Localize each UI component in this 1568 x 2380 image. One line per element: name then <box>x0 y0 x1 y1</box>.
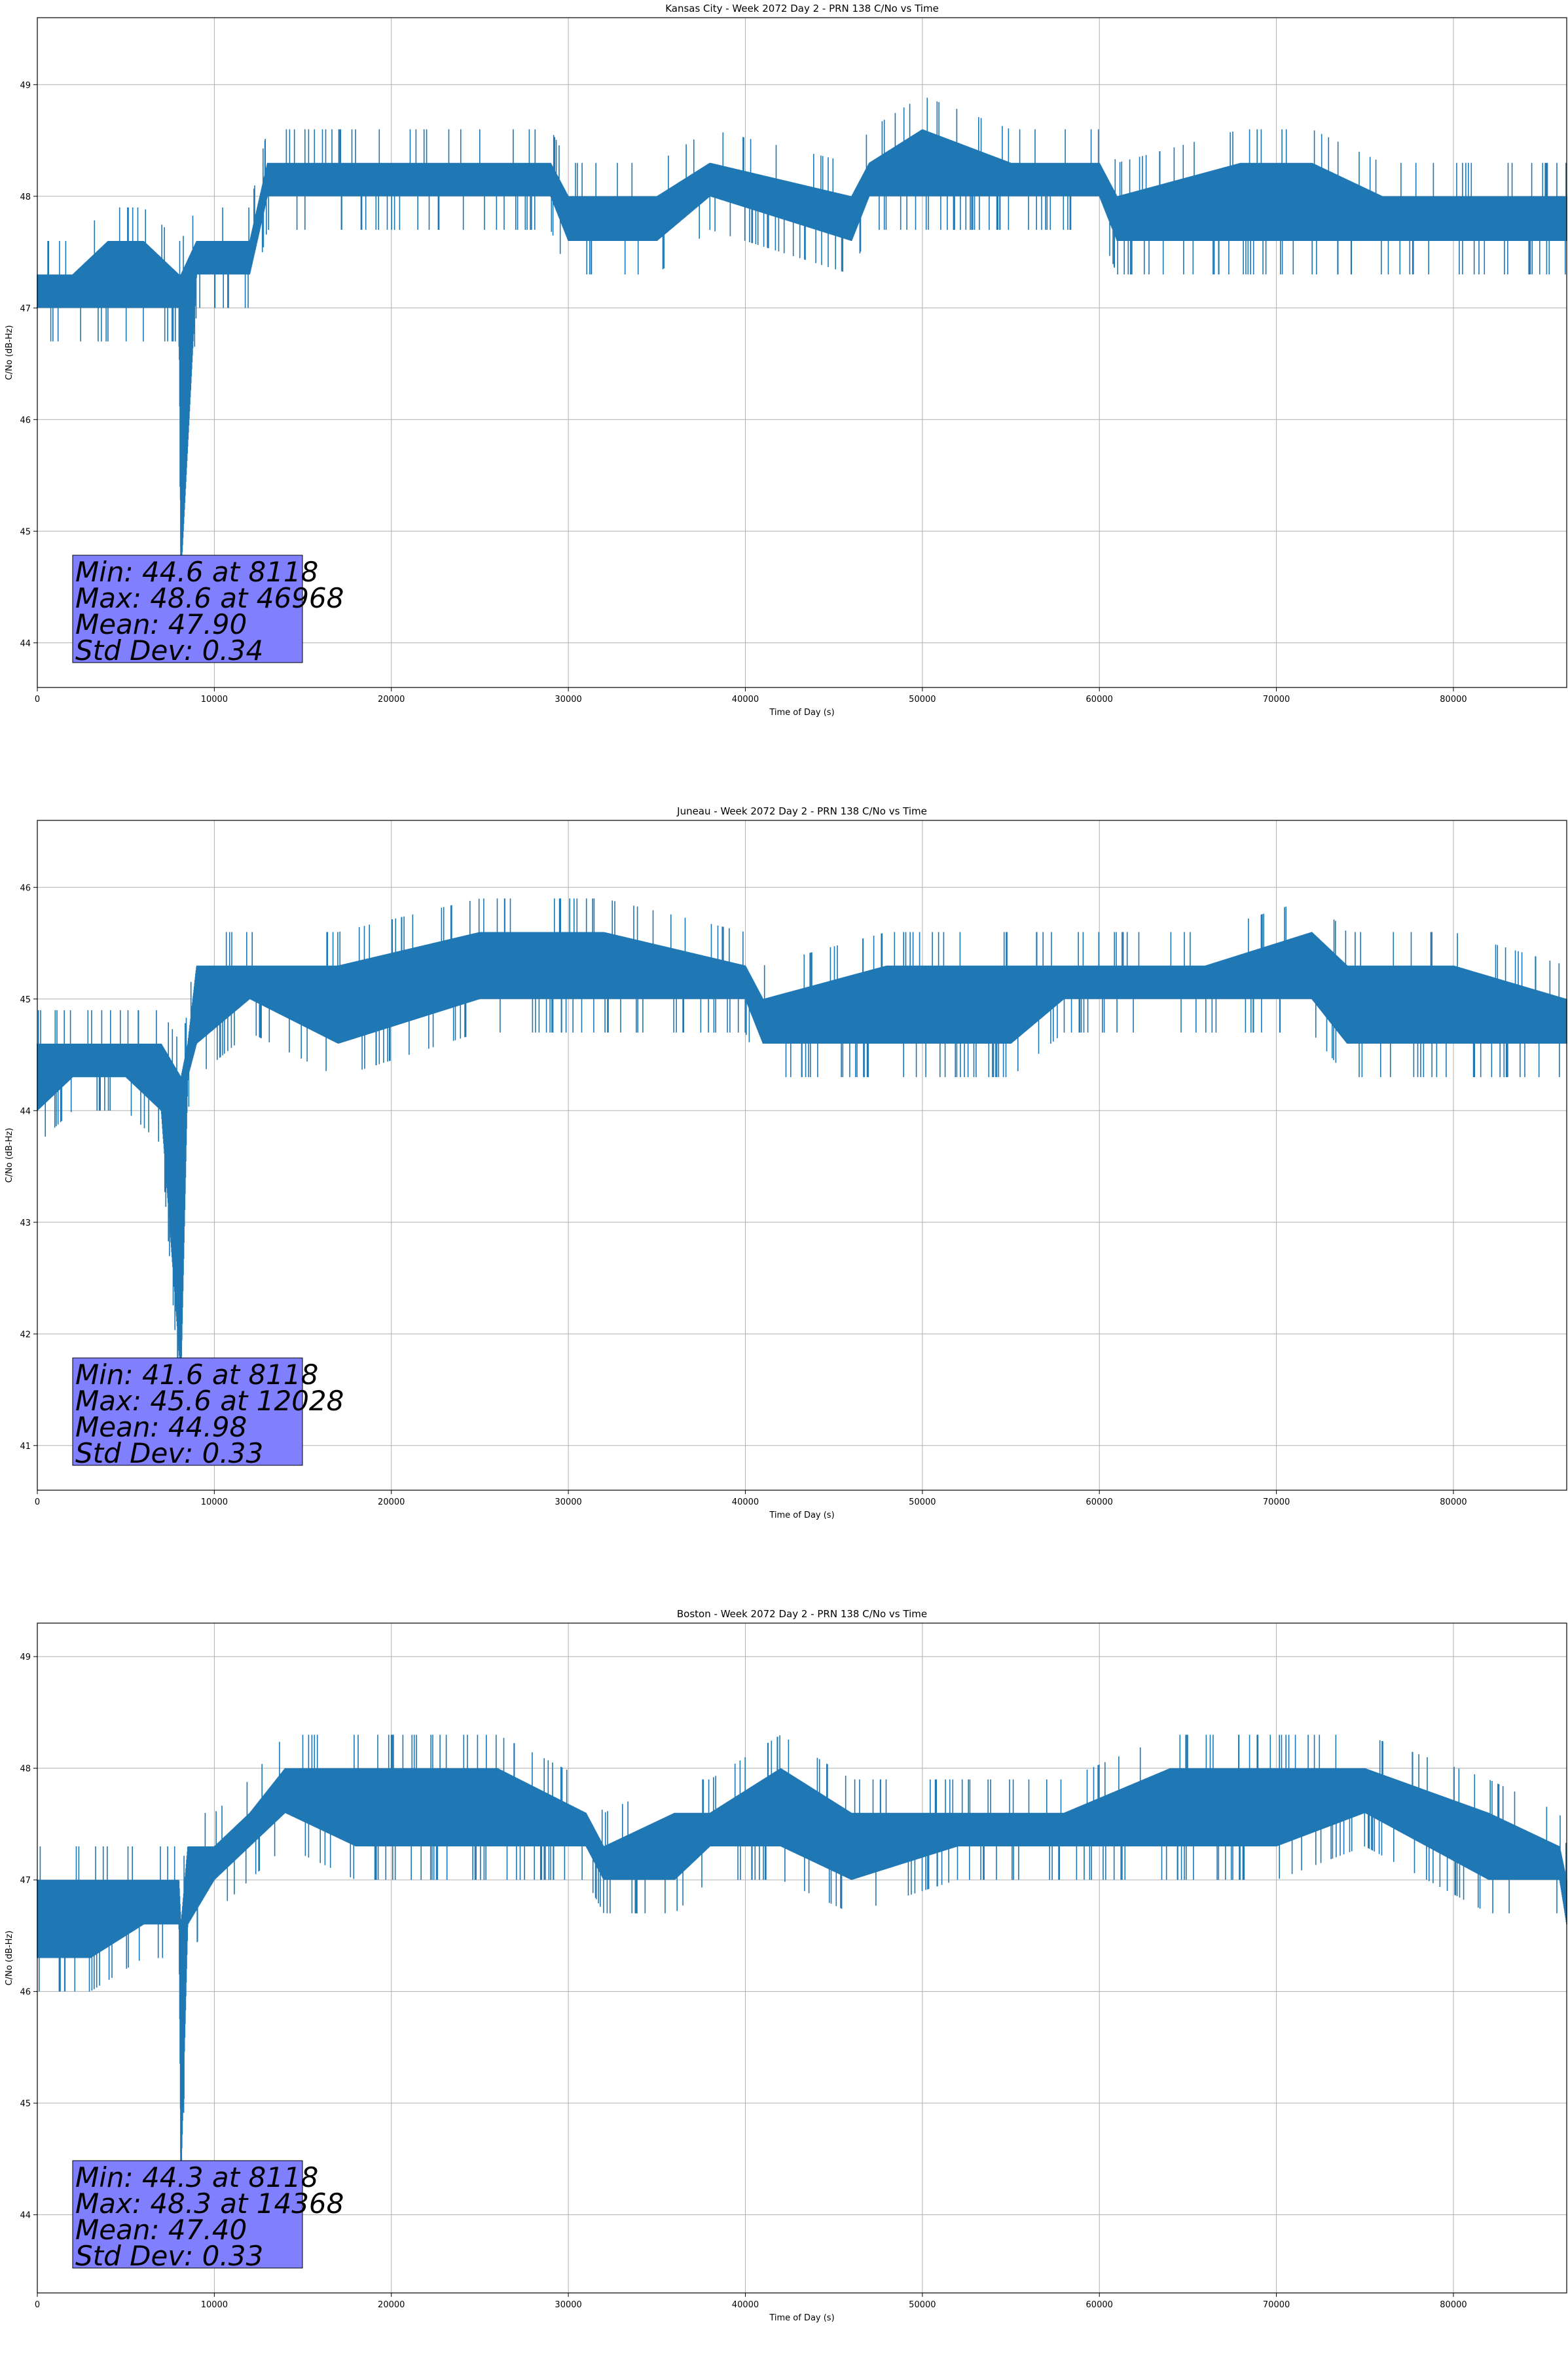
stats-line: Min: 44.3 at 8118 <box>75 2161 318 2193</box>
x-tick-label: 0 <box>35 2300 40 2310</box>
x-tick-label: 0 <box>35 695 40 705</box>
x-axis-label: Time of Day (s) <box>769 2313 834 2323</box>
x-tick-label: 70000 <box>1263 695 1290 705</box>
x-tick-label: 0 <box>35 1497 40 1507</box>
y-tick-label: 46 <box>20 416 31 426</box>
y-tick-label: 49 <box>20 1653 31 1662</box>
charts-container: Kansas City - Week 2072 Day 2 - PRN 138 … <box>5 3 1567 2323</box>
x-tick-label: 50000 <box>909 1497 936 1507</box>
chart-3: Boston - Week 2072 Day 2 - PRN 138 C/No … <box>5 1608 1567 2323</box>
y-tick-label: 41 <box>20 1442 31 1452</box>
stats-line: Max: 45.6 at 12028 <box>75 1385 344 1417</box>
stats-box <box>72 2160 303 2269</box>
plot-frame <box>37 1622 1567 2294</box>
y-tick-label: 46 <box>20 1988 31 1998</box>
y-tick-label: 44 <box>20 639 31 649</box>
stats-line: Min: 44.6 at 8118 <box>75 556 318 588</box>
x-tick-label: 80000 <box>1440 1497 1467 1507</box>
y-tick-label: 49 <box>20 81 31 90</box>
stats-line: Std Dev: 0.33 <box>75 2240 263 2272</box>
x-tick-label: 80000 <box>1440 695 1467 705</box>
stats-line: Max: 48.6 at 46968 <box>75 582 344 614</box>
x-tick-label: 60000 <box>1086 1497 1113 1507</box>
chart-title: Kansas City - Week 2072 Day 2 - PRN 138 … <box>665 3 939 14</box>
stats-line: Std Dev: 0.34 <box>75 634 263 667</box>
x-tick-label: 40000 <box>732 1497 759 1507</box>
y-tick-label: 44 <box>20 1107 31 1116</box>
stats-line: Mean: 47.90 <box>75 608 247 640</box>
x-tick-label: 20000 <box>378 695 405 705</box>
x-tick-label: 80000 <box>1440 2300 1467 2310</box>
cno-trace <box>37 98 1567 574</box>
stats-box <box>72 1357 303 1466</box>
x-tick-label: 60000 <box>1086 695 1113 705</box>
y-tick-label: 48 <box>20 1765 31 1774</box>
y-tick-label: 42 <box>20 1330 31 1340</box>
x-tick-label: 30000 <box>555 695 581 705</box>
x-tick-label: 10000 <box>201 2300 228 2310</box>
y-axis-label: C/No (dB-Hz) <box>5 1128 14 1183</box>
x-tick-label: 50000 <box>909 2300 936 2310</box>
x-tick-label: 50000 <box>909 695 936 705</box>
y-tick-label: 46 <box>20 883 31 893</box>
y-tick-label: 45 <box>20 995 31 1005</box>
stats-line: Mean: 44.98 <box>75 1411 247 1443</box>
cno-trace <box>37 898 1567 1376</box>
y-tick-label: 45 <box>20 527 31 537</box>
y-tick-label: 44 <box>20 2211 31 2221</box>
stats-line: Std Dev: 0.33 <box>75 1437 263 1469</box>
y-tick-label: 43 <box>20 1218 31 1228</box>
stats-box <box>72 555 303 663</box>
x-tick-label: 10000 <box>201 1497 228 1507</box>
x-tick-label: 20000 <box>378 1497 405 1507</box>
y-tick-label: 48 <box>20 192 31 202</box>
x-axis-label: Time of Day (s) <box>769 708 834 718</box>
x-tick-label: 20000 <box>378 2300 405 2310</box>
chart-1: Kansas City - Week 2072 Day 2 - PRN 138 … <box>5 3 1567 718</box>
plot-frame <box>37 820 1567 1491</box>
chart-title: Juneau - Week 2072 Day 2 - PRN 138 C/No … <box>676 805 927 817</box>
x-tick-label: 30000 <box>555 1497 581 1507</box>
stats-line: Mean: 47.40 <box>75 2214 247 2246</box>
cno-trace <box>37 1734 1567 2176</box>
x-tick-label: 70000 <box>1263 1497 1290 1507</box>
plot-frame <box>37 17 1567 688</box>
x-tick-label: 40000 <box>732 695 759 705</box>
x-axis-label: Time of Day (s) <box>769 1510 834 1520</box>
y-tick-label: 47 <box>20 1876 31 1886</box>
stats-line: Min: 41.6 at 8118 <box>75 1359 318 1391</box>
x-tick-label: 60000 <box>1086 2300 1113 2310</box>
stats-line: Max: 48.3 at 14368 <box>75 2188 344 2220</box>
y-tick-label: 45 <box>20 2099 31 2109</box>
chart-title: Boston - Week 2072 Day 2 - PRN 138 C/No … <box>677 1608 927 1620</box>
chart-2: Juneau - Week 2072 Day 2 - PRN 138 C/No … <box>5 805 1567 1520</box>
x-tick-label: 10000 <box>201 695 228 705</box>
x-tick-label: 30000 <box>555 2300 581 2310</box>
y-axis-label: C/No (dB-Hz) <box>5 1931 14 1986</box>
x-tick-label: 40000 <box>732 2300 759 2310</box>
y-tick-label: 47 <box>20 304 31 314</box>
x-tick-label: 70000 <box>1263 2300 1290 2310</box>
y-axis-label: C/No (dB-Hz) <box>5 325 14 380</box>
